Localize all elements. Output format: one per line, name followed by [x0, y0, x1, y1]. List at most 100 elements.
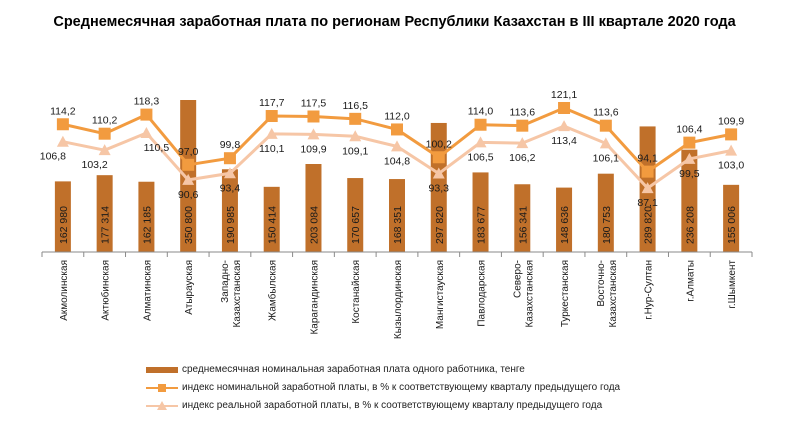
data-label-wages: 162 980	[58, 206, 70, 244]
bar-wages	[221, 169, 238, 252]
bar-wages	[472, 172, 489, 252]
x-tick-label: Кызылординская	[393, 260, 404, 339]
data-label-real-index: 113,4	[551, 135, 577, 147]
data-label-real-index: 90,6	[178, 189, 199, 201]
bar-wages	[514, 184, 531, 252]
marker-nominal-index	[391, 123, 403, 136]
data-label-wages: 156 341	[517, 206, 529, 244]
x-tick-label: Павлодарская	[477, 260, 488, 327]
marker-nominal-index	[223, 152, 236, 165]
marker-real-index	[474, 136, 487, 148]
data-label-nominal-index: 100,2	[426, 138, 452, 150]
bar-wages	[263, 186, 280, 252]
x-tick-label: Жамбылская	[267, 260, 279, 321]
x-tick-label: Восточно-Казахстанская	[596, 260, 619, 327]
marker-nominal-index	[140, 108, 153, 121]
legend-swatch-real	[146, 401, 178, 410]
chart-title: Среднемесячная заработная плата по регио…	[53, 14, 736, 30]
x-tick-label: Западно-Казахстанская	[220, 260, 243, 327]
marker-nominal-index	[474, 118, 487, 131]
data-label-real-index: 87,1	[637, 197, 658, 209]
data-label-nominal-index: 114,0	[468, 106, 494, 118]
marker-real-index	[516, 137, 529, 149]
marker-real-index	[265, 127, 278, 139]
data-label-wages: 150 414	[267, 206, 279, 244]
data-label-wages: 236 208	[684, 206, 696, 244]
marker-nominal-index	[265, 110, 278, 123]
data-label-nominal-index: 121,1	[551, 89, 577, 101]
data-label-real-index: 110,1	[259, 143, 285, 155]
x-tick-label: Атырауская	[184, 260, 195, 315]
data-label-real-index: 109,9	[300, 143, 326, 155]
x-tick-label: Актюбинская	[100, 260, 112, 321]
marker-real-index	[683, 152, 696, 164]
data-label-nominal-index: 117,7	[259, 97, 285, 109]
bar-wages	[54, 181, 71, 252]
marker-nominal-index	[641, 165, 654, 178]
data-label-wages: 148 636	[559, 206, 571, 244]
data-label-nominal-index: 116,5	[342, 100, 368, 112]
marker-nominal-index	[349, 112, 362, 125]
x-tick-label: г.Нур-Султан	[644, 260, 655, 320]
marker-real-index	[140, 126, 153, 138]
bar-wages	[347, 178, 364, 252]
legend-label-nominal-index: индекс номинальной заработной платы, в %…	[182, 382, 621, 393]
data-label-wages: 190 985	[225, 206, 237, 244]
data-label-real-index: 103,0	[718, 160, 744, 172]
data-label-wages: 155 006	[726, 206, 738, 244]
data-label-wages: 177 314	[100, 206, 112, 244]
data-label-wages: 180 753	[601, 206, 613, 244]
marker-nominal-index	[56, 118, 69, 131]
data-label-nominal-index: 113,6	[593, 107, 619, 119]
marker-real-index	[391, 140, 403, 152]
data-label-real-index: 109,1	[342, 145, 368, 157]
data-label-real-index: 99,5	[679, 168, 700, 180]
marker-nominal-index	[432, 151, 445, 164]
marker-real-index	[307, 128, 320, 140]
x-tick-label: г.Алматы	[685, 260, 696, 302]
x-tick-label: Алматинская	[142, 260, 153, 321]
marker-real-index	[641, 182, 654, 194]
marker-nominal-index	[98, 127, 111, 140]
data-label-nominal-index: 106,4	[676, 124, 702, 136]
marker-real-index	[349, 130, 362, 142]
data-label-nominal-index: 112,0	[384, 110, 410, 122]
data-label-real-index: 106,5	[467, 151, 493, 163]
data-label-nominal-index: 109,9	[718, 115, 744, 127]
data-label-real-index: 93,4	[220, 182, 241, 194]
data-label-nominal-index: 118,3	[134, 96, 160, 108]
data-label-real-index: 110,5	[144, 142, 170, 154]
data-label-wages: 289 820	[643, 206, 655, 244]
data-label-real-index: 106,8	[40, 151, 66, 163]
marker-nominal-index	[683, 136, 696, 149]
marker-nominal-index	[599, 119, 612, 132]
data-label-wages: 350 800	[183, 206, 195, 244]
marker-nominal-index	[307, 110, 320, 123]
marker-real-index	[432, 167, 445, 179]
x-tick-label: Туркестанская	[560, 260, 571, 327]
data-label-nominal-index: 117,5	[301, 97, 327, 109]
bar-wages	[96, 175, 113, 252]
marker-real-index	[98, 144, 111, 156]
legend-swatch-nominal	[146, 384, 178, 392]
legend-swatch-bar	[146, 367, 178, 373]
bar-wages	[556, 187, 573, 252]
marker-nominal-index	[182, 158, 195, 171]
data-label-nominal-index: 99,8	[220, 139, 241, 151]
legend-label-wages: среднемесячная номинальная заработная пл…	[182, 364, 525, 375]
legend-label-real-index: индекс реальной заработной платы, в % к …	[182, 400, 603, 411]
marker-real-index	[56, 135, 69, 147]
marker-nominal-index	[725, 128, 738, 141]
data-label-wages: 168 351	[392, 206, 404, 244]
marker-nominal-index	[516, 119, 529, 132]
marker-real-index	[223, 167, 236, 179]
x-tick-label: Карагандинская	[309, 260, 320, 335]
x-tick-label: Мангистауская	[435, 260, 446, 329]
data-label-real-index: 93,3	[429, 183, 450, 195]
data-label-nominal-index: 94,1	[637, 153, 658, 165]
data-label-wages: 203 084	[308, 206, 320, 244]
data-label-wages: 297 820	[434, 206, 446, 244]
data-label-wages: 162 185	[141, 206, 153, 244]
bar-wages	[681, 149, 698, 252]
